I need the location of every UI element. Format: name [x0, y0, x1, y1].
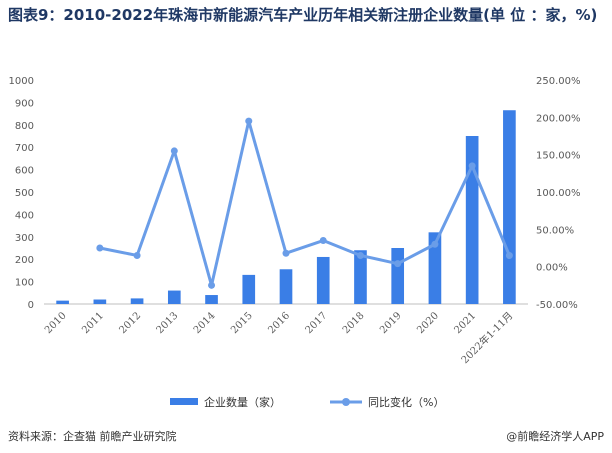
- y-right-tick-label: 100.00%: [536, 188, 581, 199]
- y-left-tick-label: 1000: [9, 76, 34, 87]
- bar-2013: [167, 290, 181, 304]
- y-left-tick-label: 700: [15, 143, 34, 154]
- x-tick-label: 2012: [117, 310, 143, 336]
- bar-2011: [93, 299, 107, 304]
- point-2013: [170, 147, 178, 155]
- y-left-tick-label: 900: [15, 98, 34, 109]
- x-tick-label: 2020: [415, 310, 441, 336]
- bar-2014: [205, 295, 218, 304]
- point-2011: [96, 244, 104, 252]
- bar-series: [56, 110, 516, 305]
- point-2016: [282, 249, 290, 257]
- point-2018: [356, 251, 364, 259]
- x-tick-label: 2019: [378, 310, 404, 336]
- bar-2012: [130, 298, 144, 304]
- brand-watermark: @前瞻经济学人APP: [506, 430, 604, 443]
- bar-2019: [391, 248, 405, 304]
- y-left-tick-label: 100: [15, 278, 34, 289]
- y-left-tick-label: 600: [15, 166, 34, 177]
- x-tick-label: 2016: [266, 310, 292, 336]
- point-2019: [394, 260, 402, 268]
- bar-2010: [56, 300, 69, 304]
- x-tick-label: 2021: [452, 310, 478, 336]
- x-tick-label: 2018: [341, 310, 367, 336]
- bar-2015: [242, 274, 256, 304]
- legend-bar-label: 企业数量（家）: [204, 395, 281, 409]
- bar-2021: [465, 136, 479, 304]
- bar-2020: [428, 232, 442, 304]
- y-left-tick-label: 500: [15, 188, 34, 199]
- y-axis-left: 0 100 200 300 400 500 600 700 800 900 1000: [9, 76, 34, 311]
- y-right-tick-label: 200.00%: [536, 113, 581, 124]
- y-left-tick-label: 200: [15, 255, 34, 266]
- source-note: 资料来源：企查猫 前瞻产业研究院: [8, 430, 177, 443]
- x-tick-label: 2011: [80, 310, 106, 336]
- line-series-path: [99, 119, 511, 287]
- legend-line-dot: [342, 398, 350, 406]
- bar-2017: [316, 256, 330, 304]
- chart-title: 图表9：2010-2022年珠海市新能源汽车产业历年相关新注册企业数量(单 位 …: [8, 6, 598, 24]
- x-axis-ticks: 2010 2011 2012 2013 2014 2015 2016 2017 2018 2019…: [43, 309, 516, 366]
- point-2021: [468, 162, 476, 170]
- point-2012: [133, 251, 141, 259]
- x-tick-label: 2014: [192, 310, 218, 336]
- y-right-tick-label: 0.00%: [536, 263, 568, 274]
- point-2020: [431, 240, 439, 248]
- bar-2022年1-11月: [503, 110, 516, 305]
- x-tick-label: 2013: [155, 310, 181, 336]
- y-right-tick-label: -50.00%: [536, 300, 578, 311]
- bar-2016: [279, 269, 293, 304]
- y-right-tick-label: 150.00%: [536, 151, 581, 162]
- point-2014: [208, 281, 216, 289]
- point-2015: [245, 117, 253, 125]
- y-left-tick-label: 800: [15, 121, 34, 132]
- y-left-tick-label: 400: [15, 210, 34, 221]
- legend-line-label: 同比变化（%）: [368, 395, 444, 409]
- y-axis-right: -50.00% 0.00% 50.00% 100.00% 150.00% 200.00% 2…: [536, 76, 581, 311]
- line-series-points: [96, 117, 513, 289]
- point-2017: [319, 237, 327, 245]
- bar-2018: [354, 250, 367, 304]
- legend: 企业数量（家） 同比变化（%）: [170, 395, 444, 409]
- y-right-tick-label: 250.00%: [536, 76, 581, 87]
- y-left-tick-label: 300: [15, 233, 34, 244]
- y-right-tick-label: 50.00%: [536, 225, 574, 236]
- x-tick-label: 2017: [304, 310, 330, 336]
- x-tick-label: 2010: [43, 310, 69, 336]
- legend-bar-swatch: [170, 398, 198, 405]
- point-2022年1-11月: [505, 251, 513, 259]
- x-tick-label: 2015: [229, 310, 255, 336]
- y-left-tick-label: 0: [28, 300, 34, 311]
